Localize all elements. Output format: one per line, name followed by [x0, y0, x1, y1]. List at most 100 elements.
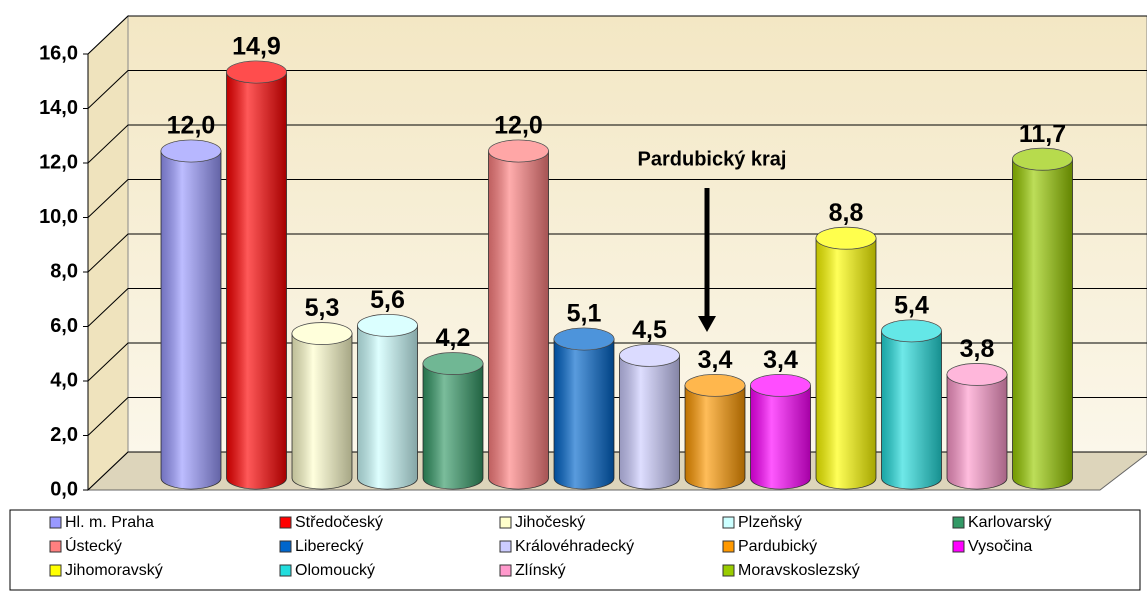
legend-label: Vysočina — [968, 538, 1032, 555]
bar-shade — [423, 363, 483, 489]
legend-label: Královéhradecký — [515, 538, 634, 555]
value-label: 4,2 — [436, 324, 471, 352]
bar-top — [226, 60, 287, 84]
bar-group: 5,3 — [291, 294, 353, 490]
legend-swatch — [49, 540, 62, 553]
bar-shade — [161, 151, 221, 489]
bar-top — [291, 322, 353, 345]
bar-top — [684, 373, 746, 397]
grid-line — [87, 124, 1147, 164]
bar-shade — [292, 333, 352, 489]
annotation-arrowhead — [698, 316, 716, 332]
bar-top-shade — [619, 344, 680, 367]
bar-group: 5,1 — [553, 300, 615, 490]
bar-top — [488, 139, 549, 163]
bar-group: 12,0 — [160, 112, 222, 490]
value-label: 5,1 — [567, 300, 602, 328]
bar-shade — [619, 355, 680, 490]
legend-label: Karlovarský — [968, 514, 1052, 531]
value-label: 11,7 — [1019, 120, 1066, 148]
bar-top — [1012, 147, 1073, 171]
value-label: 5,6 — [370, 286, 405, 314]
bar-group: 14,9 — [226, 33, 287, 490]
legend-swatch — [722, 516, 735, 529]
legend-label: Jihočeský — [515, 514, 585, 531]
legend-swatch — [722, 564, 735, 577]
bar-top-shade — [1012, 148, 1073, 171]
y-tick-label: 4,0 — [50, 369, 78, 391]
bar-top-shade — [226, 60, 287, 83]
value-label: 5,3 — [305, 294, 340, 322]
grid-line — [87, 342, 1147, 382]
legend-swatch — [279, 564, 292, 577]
legend-label: Zlínský — [515, 562, 566, 579]
bar-shade — [881, 330, 942, 490]
bar-group: 11,7 — [1012, 120, 1073, 490]
bar-shade — [357, 325, 418, 490]
legend-swatch — [499, 540, 512, 553]
bar-group: 3,8 — [946, 335, 1008, 490]
value-label: 5,4 — [894, 291, 929, 319]
value-label: 3,4 — [698, 346, 733, 374]
value-label: 8,8 — [829, 199, 864, 227]
bar-top-shade — [161, 140, 221, 162]
legend-swatch — [499, 516, 512, 529]
bar-top — [357, 313, 418, 337]
bar-shade — [488, 151, 549, 490]
legend-swatch — [49, 564, 62, 577]
legend-swatch — [952, 516, 965, 529]
y-tick-label: 2,0 — [50, 424, 78, 446]
bar-top-shade — [816, 227, 876, 250]
bar-top-shade — [292, 322, 352, 345]
y-tick-label: 16,0 — [39, 42, 78, 64]
bar-top-shade — [685, 374, 745, 397]
bar-top — [815, 226, 877, 250]
plot-area: 0,0 2,0 4,0 6,0 8,0 10,0 12,0 14,0 16,0 12,0 14,9 5… — [39, 14, 1147, 500]
bar-top-shade — [357, 314, 418, 337]
legend-label: Liberecký — [295, 538, 363, 555]
legend-label: Pardubický — [738, 538, 817, 555]
bar-group: 5,6 — [357, 286, 418, 490]
y-tick-label: 12,0 — [39, 151, 78, 173]
legend-swatch — [49, 516, 62, 529]
bar-group: 12,0 — [488, 112, 549, 490]
legend-swatch — [499, 564, 512, 577]
bar-shade — [554, 339, 614, 489]
bar-group: 5,4 — [881, 291, 942, 490]
bar-top — [750, 373, 811, 397]
bar-top-shade — [423, 352, 483, 375]
value-label: 3,8 — [960, 335, 995, 363]
bar-top — [422, 352, 484, 375]
value-label: 4,5 — [632, 316, 667, 344]
bar-shade — [1012, 159, 1073, 490]
grid-line — [87, 233, 1147, 273]
bar-top — [946, 363, 1008, 386]
bar-top — [619, 343, 680, 367]
legend — [9, 509, 1141, 591]
grid-line — [87, 15, 1147, 55]
bar-group: 4,2 — [422, 324, 484, 490]
y-tick-label: 8,0 — [50, 260, 78, 282]
bar-shade — [947, 374, 1007, 489]
legend-label: Moravskoslezský — [738, 562, 860, 579]
value-label: 3,4 — [763, 346, 798, 374]
legend-label: Hl. m. Praha — [65, 514, 154, 531]
grid-line — [87, 179, 1147, 218]
bar-shade — [685, 385, 745, 489]
value-label: 14,9 — [232, 33, 281, 61]
grid-line — [87, 70, 1147, 109]
legend-label: Středočeský — [295, 514, 383, 531]
bar-group: 3,4 — [684, 346, 746, 490]
bar-group: 8,8 — [815, 199, 877, 490]
legend-label: Olomoucký — [295, 562, 375, 579]
bar-top — [881, 319, 942, 343]
y-tick-label: 10,0 — [39, 206, 78, 228]
annotation: Pardubický kraj — [638, 148, 787, 170]
bar-group: 3,4 — [750, 346, 811, 490]
bar-top-shade — [881, 319, 942, 342]
bar-top-shade — [750, 374, 811, 397]
value-label: 12,0 — [167, 112, 216, 140]
legend-swatch — [279, 516, 292, 529]
bar-group: 4,5 — [619, 316, 680, 490]
bar-top — [553, 327, 615, 351]
